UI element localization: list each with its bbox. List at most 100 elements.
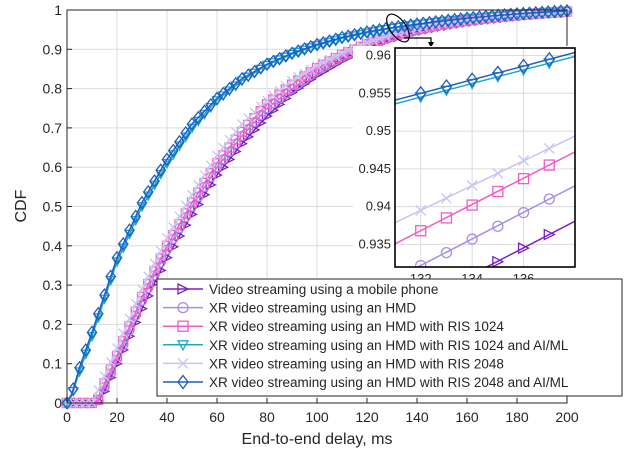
inset-y-tick-label: 0.96 [366, 48, 391, 63]
legend-box [156, 278, 623, 397]
inset-data-point-marker [518, 155, 530, 166]
data-point-marker [155, 245, 166, 256]
data-point-marker [130, 306, 141, 317]
data-point-marker [199, 170, 210, 181]
data-point-marker [211, 91, 223, 106]
data-point-marker [286, 46, 298, 61]
data-point-marker [249, 112, 260, 124]
data-point-marker [86, 325, 98, 340]
inset-data-point-marker [517, 58, 530, 74]
legend-item: XR video streaming using an HMD with RIS… [163, 356, 504, 371]
data-point-marker [230, 134, 241, 145]
inset-data-point-marker [440, 247, 453, 259]
y-tick-label: 0.9 [43, 41, 63, 57]
data-point-marker [299, 68, 310, 79]
inset-series-line [395, 135, 575, 224]
inset-data-point-marker [543, 51, 556, 67]
data-point-marker [93, 384, 104, 395]
data-point-marker [330, 51, 341, 62]
data-point-marker [149, 258, 160, 269]
inset-series-2 [415, 185, 575, 267]
legend-label: XR video streaming using an HMD [209, 301, 416, 316]
x-tick-label: 60 [209, 409, 225, 425]
data-point-marker [230, 76, 242, 91]
data-point-marker [74, 360, 85, 375]
data-point-marker [362, 37, 372, 48]
inset-series-group [395, 51, 575, 267]
data-point-marker [212, 150, 222, 161]
x-tick-label: 40 [159, 409, 175, 425]
y-tick-label: 0.5 [43, 199, 63, 215]
data-point-marker [92, 306, 104, 321]
x-axis-label: End-to-end delay, ms [242, 431, 393, 448]
data-point-marker [343, 45, 354, 56]
legend-marker-swatch [176, 340, 190, 352]
y-tick-label: 0.6 [43, 159, 63, 175]
inset-y-tick-label: 0.955 [358, 85, 391, 100]
inset-data-point-marker [466, 72, 478, 88]
data-point-marker [67, 382, 79, 396]
data-point-marker [186, 117, 198, 131]
x-tick-label: 140 [405, 409, 429, 425]
data-point-marker [118, 328, 129, 339]
data-point-marker [105, 357, 116, 367]
inset-data-point-marker [517, 206, 530, 219]
data-point-marker [268, 90, 279, 101]
inset-data-point-marker [492, 255, 505, 267]
inset-data-point-marker [517, 172, 530, 185]
legend-label: XR video streaming using an HMD with RIS… [209, 319, 504, 334]
data-point-marker [305, 64, 316, 75]
data-point-marker [312, 60, 322, 71]
data-point-marker [274, 85, 285, 96]
data-point-marker [142, 184, 154, 199]
data-point-marker [99, 288, 110, 302]
data-point-marker [180, 200, 191, 211]
data-point-marker [130, 298, 141, 309]
data-point-marker [124, 223, 135, 237]
legend-item: Video streaming using a mobile phone [163, 282, 438, 297]
data-point-marker [193, 179, 204, 190]
x-tick-label: 0 [63, 409, 71, 425]
inset-y-tick-label: 0.94 [366, 199, 391, 214]
inset-data-point-marker [492, 167, 504, 179]
data-point-marker [174, 134, 185, 149]
data-point-marker [111, 250, 123, 265]
inset-data-point-marker [440, 212, 453, 224]
data-point-marker [99, 378, 110, 389]
data-point-marker [118, 335, 129, 347]
data-point-marker [262, 95, 272, 106]
data-point-marker [168, 222, 179, 233]
inset-data-point-marker [415, 204, 427, 216]
zoom-arrowhead [428, 42, 434, 48]
data-point-marker [180, 125, 192, 140]
data-point-marker [136, 291, 148, 303]
inset-data-point-marker [440, 78, 453, 95]
inset-y-tick-label: 0.95 [366, 123, 391, 138]
y-tick-label: 0.3 [43, 277, 63, 293]
y-tick-label: 0.4 [43, 238, 63, 254]
x-tick-label: 180 [505, 409, 529, 425]
inset-data-point-marker [466, 179, 478, 191]
inset-data-point-marker [415, 225, 427, 237]
data-point-marker [80, 343, 92, 357]
data-point-marker [224, 134, 235, 145]
data-point-marker [61, 396, 73, 410]
data-point-marker [293, 72, 304, 82]
inset-series-3 [395, 151, 575, 245]
data-point-marker [230, 126, 241, 137]
inset-data-point-marker [543, 193, 555, 205]
legend-marker-swatch [177, 374, 189, 390]
data-point-marker [124, 313, 135, 324]
data-point-marker [224, 81, 235, 96]
inset-data-point-marker [414, 85, 427, 101]
data-point-marker [374, 33, 385, 44]
data-point-marker [137, 284, 147, 294]
data-point-marker [192, 110, 204, 125]
data-point-marker [124, 321, 135, 332]
legend-label: XR video streaming using an HMD with RIS… [209, 338, 569, 353]
data-point-marker [318, 57, 329, 68]
data-point-marker [218, 150, 229, 161]
data-point-marker [330, 32, 342, 47]
